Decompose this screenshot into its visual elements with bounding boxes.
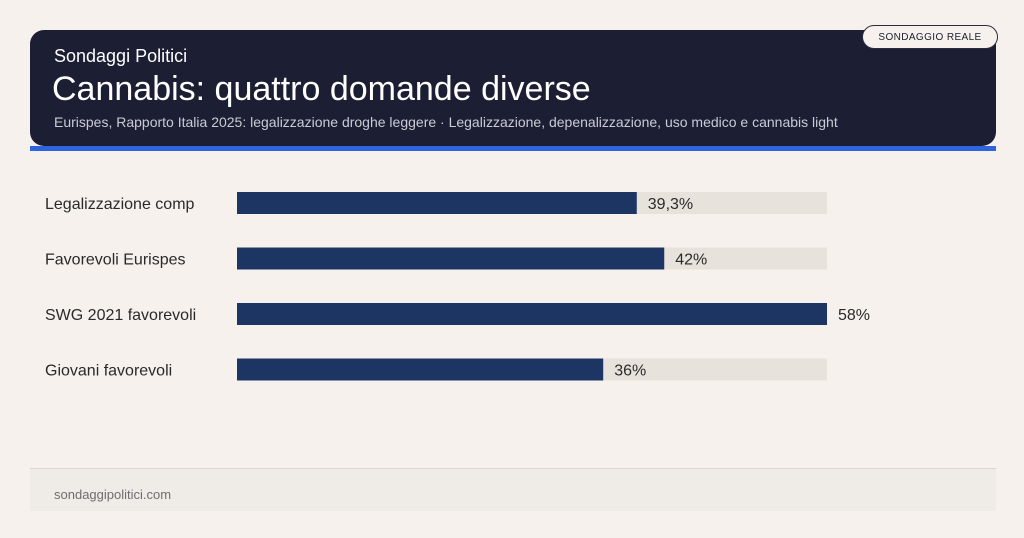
page-title: Cannabis: quattro domande diverse	[52, 70, 591, 108]
category-label: Favorevoli Eurispes	[45, 252, 186, 269]
page-subtitle: Eurispes, Rapporto Italia 2025: legalizz…	[54, 114, 838, 130]
status-badge: SONDAGGIO REALE	[862, 25, 998, 49]
bar	[237, 303, 827, 325]
value-label: 39,3%	[648, 196, 693, 213]
value-label: 36%	[614, 363, 646, 380]
bar	[237, 192, 637, 214]
value-label: 58%	[838, 307, 870, 324]
category-label: SWG 2021 favorevoli	[45, 307, 196, 324]
header-accent-line	[30, 146, 996, 151]
category-label: Giovani favorevoli	[45, 363, 172, 380]
header-banner: Sondaggi Politici Cannabis: quattro doma…	[30, 30, 996, 146]
bar	[237, 247, 665, 270]
footer-site-link[interactable]: sondaggipolitici.com	[54, 487, 172, 502]
footer: sondaggipolitici.com	[30, 468, 996, 511]
category-label: Legalizzazione comp	[45, 196, 195, 213]
bar	[237, 358, 604, 381]
value-label: 42%	[675, 252, 707, 269]
bar-chart: Legalizzazione comp 39,3% Favorevoli Euris…	[45, 192, 870, 381]
brand-name: Sondaggi Politici	[54, 46, 188, 66]
